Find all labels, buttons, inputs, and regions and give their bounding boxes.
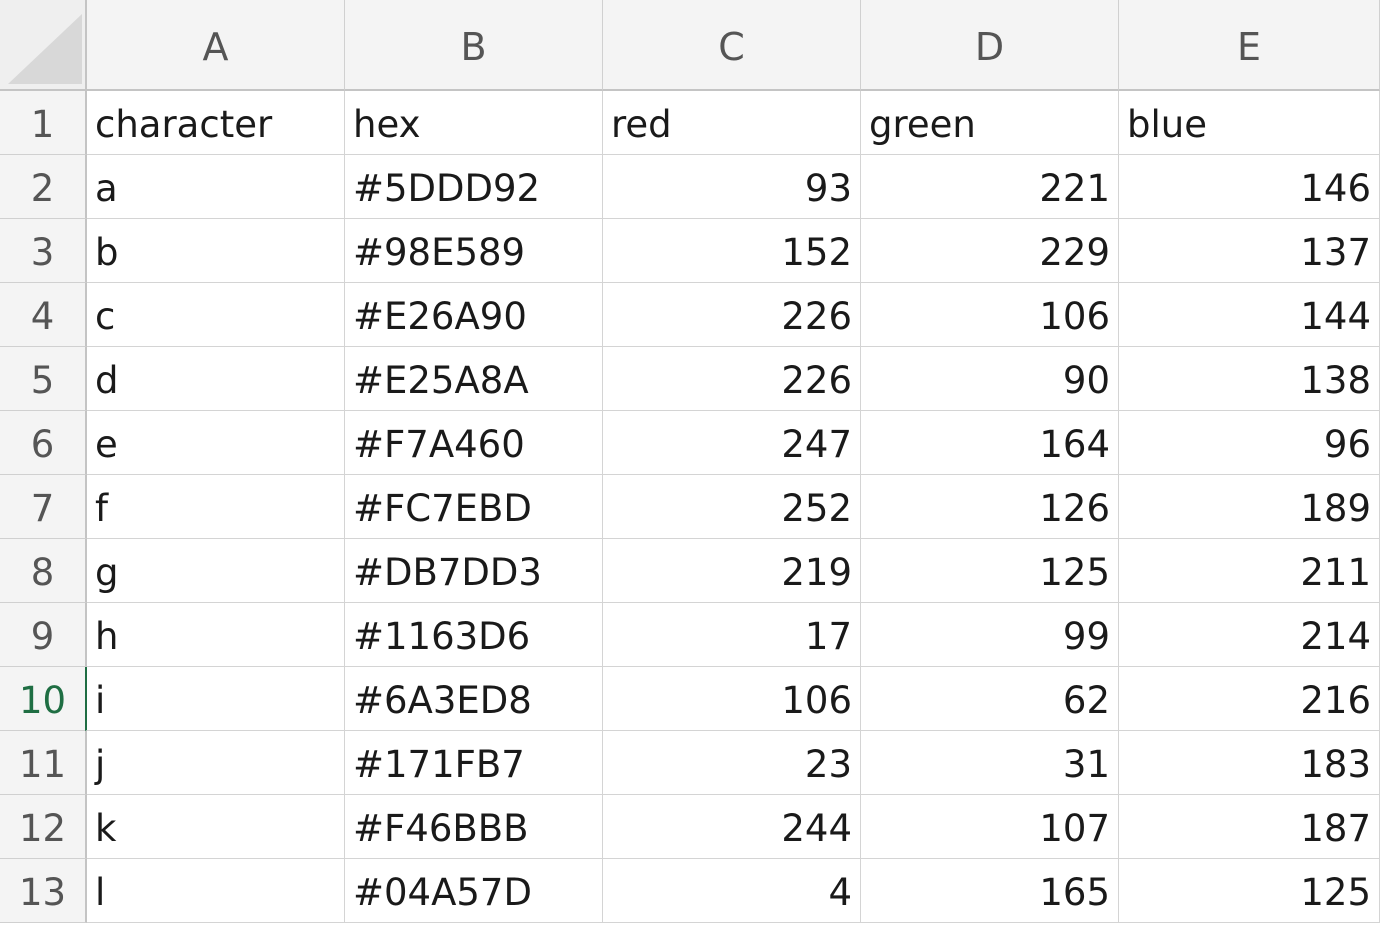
cell-a12[interactable]: k	[87, 795, 345, 859]
column-header-a[interactable]: A	[87, 0, 345, 91]
cell-e11[interactable]: 183	[1119, 731, 1380, 795]
row-header-1[interactable]: 1	[0, 91, 87, 155]
cell-e8[interactable]: 211	[1119, 539, 1380, 603]
column-header-b[interactable]: B	[345, 0, 603, 91]
cell-a1[interactable]: character	[87, 91, 345, 155]
cell-c5[interactable]: 226	[603, 347, 861, 411]
cell-b1[interactable]: hex	[345, 91, 603, 155]
cell-b3[interactable]: #98E589	[345, 219, 603, 283]
cell-a10[interactable]: i	[85, 667, 345, 731]
row-header-9[interactable]: 9	[0, 603, 87, 667]
cell-d9[interactable]: 99	[861, 603, 1119, 667]
cell-b10[interactable]: #6A3ED8	[345, 667, 603, 731]
row-header-7[interactable]: 7	[0, 475, 87, 539]
cell-b12[interactable]: #F46BBB	[345, 795, 603, 859]
cell-d6[interactable]: 164	[861, 411, 1119, 475]
cell-c13[interactable]: 4	[603, 859, 861, 923]
cell-a13[interactable]: l	[87, 859, 345, 923]
cell-d11[interactable]: 31	[861, 731, 1119, 795]
select-all-icon	[8, 14, 82, 84]
cell-c3[interactable]: 152	[603, 219, 861, 283]
cell-a9[interactable]: h	[87, 603, 345, 667]
row-header-11[interactable]: 11	[0, 731, 87, 795]
cell-b5[interactable]: #E25A8A	[345, 347, 603, 411]
cell-d1[interactable]: green	[861, 91, 1119, 155]
cell-c6[interactable]: 247	[603, 411, 861, 475]
cell-a6[interactable]: e	[87, 411, 345, 475]
cell-d8[interactable]: 125	[861, 539, 1119, 603]
cell-b8[interactable]: #DB7DD3	[345, 539, 603, 603]
cell-a3[interactable]: b	[87, 219, 345, 283]
cell-b9[interactable]: #1163D6	[345, 603, 603, 667]
cell-b7[interactable]: #FC7EBD	[345, 475, 603, 539]
cell-e13[interactable]: 125	[1119, 859, 1380, 923]
cell-d4[interactable]: 106	[861, 283, 1119, 347]
cell-b11[interactable]: #171FB7	[345, 731, 603, 795]
cell-c10[interactable]: 106	[603, 667, 861, 731]
cell-b2[interactable]: #5DDD92	[345, 155, 603, 219]
cell-e5[interactable]: 138	[1119, 347, 1380, 411]
cell-e12[interactable]: 187	[1119, 795, 1380, 859]
cell-e7[interactable]: 189	[1119, 475, 1380, 539]
column-header-d[interactable]: D	[861, 0, 1119, 91]
cell-a11[interactable]: j	[87, 731, 345, 795]
cell-c12[interactable]: 244	[603, 795, 861, 859]
cell-a5[interactable]: d	[87, 347, 345, 411]
cell-a8[interactable]: g	[87, 539, 345, 603]
row-header-12[interactable]: 12	[0, 795, 87, 859]
cell-b13[interactable]: #04A57D	[345, 859, 603, 923]
cell-a7[interactable]: f	[87, 475, 345, 539]
cell-c2[interactable]: 93	[603, 155, 861, 219]
cell-b6[interactable]: #F7A460	[345, 411, 603, 475]
cell-c1[interactable]: red	[603, 91, 861, 155]
cell-b4[interactable]: #E26A90	[345, 283, 603, 347]
cell-e6[interactable]: 96	[1119, 411, 1380, 475]
cell-a2[interactable]: a	[87, 155, 345, 219]
row-header-6[interactable]: 6	[0, 411, 87, 475]
row-header-8[interactable]: 8	[0, 539, 87, 603]
cell-e2[interactable]: 146	[1119, 155, 1380, 219]
row-header-5[interactable]: 5	[0, 347, 87, 411]
cell-d7[interactable]: 126	[861, 475, 1119, 539]
select-all-button[interactable]	[0, 0, 87, 91]
row-header-4[interactable]: 4	[0, 283, 87, 347]
cell-c7[interactable]: 252	[603, 475, 861, 539]
cell-c8[interactable]: 219	[603, 539, 861, 603]
row-header-2[interactable]: 2	[0, 155, 87, 219]
column-header-c[interactable]: C	[603, 0, 861, 91]
cell-d5[interactable]: 90	[861, 347, 1119, 411]
cell-c11[interactable]: 23	[603, 731, 861, 795]
cell-d2[interactable]: 221	[861, 155, 1119, 219]
cell-a4[interactable]: c	[87, 283, 345, 347]
cell-e1[interactable]: blue	[1119, 91, 1380, 155]
cell-d3[interactable]: 229	[861, 219, 1119, 283]
cell-e4[interactable]: 144	[1119, 283, 1380, 347]
cell-d13[interactable]: 165	[861, 859, 1119, 923]
row-header-10[interactable]: 10	[0, 667, 87, 731]
cell-c4[interactable]: 226	[603, 283, 861, 347]
cell-d12[interactable]: 107	[861, 795, 1119, 859]
row-header-3[interactable]: 3	[0, 219, 87, 283]
column-header-e[interactable]: E	[1119, 0, 1380, 91]
cell-e3[interactable]: 137	[1119, 219, 1380, 283]
cell-d10[interactable]: 62	[861, 667, 1119, 731]
cell-e10[interactable]: 216	[1119, 667, 1380, 731]
cell-c9[interactable]: 17	[603, 603, 861, 667]
cell-e9[interactable]: 214	[1119, 603, 1380, 667]
row-header-13[interactable]: 13	[0, 859, 87, 923]
